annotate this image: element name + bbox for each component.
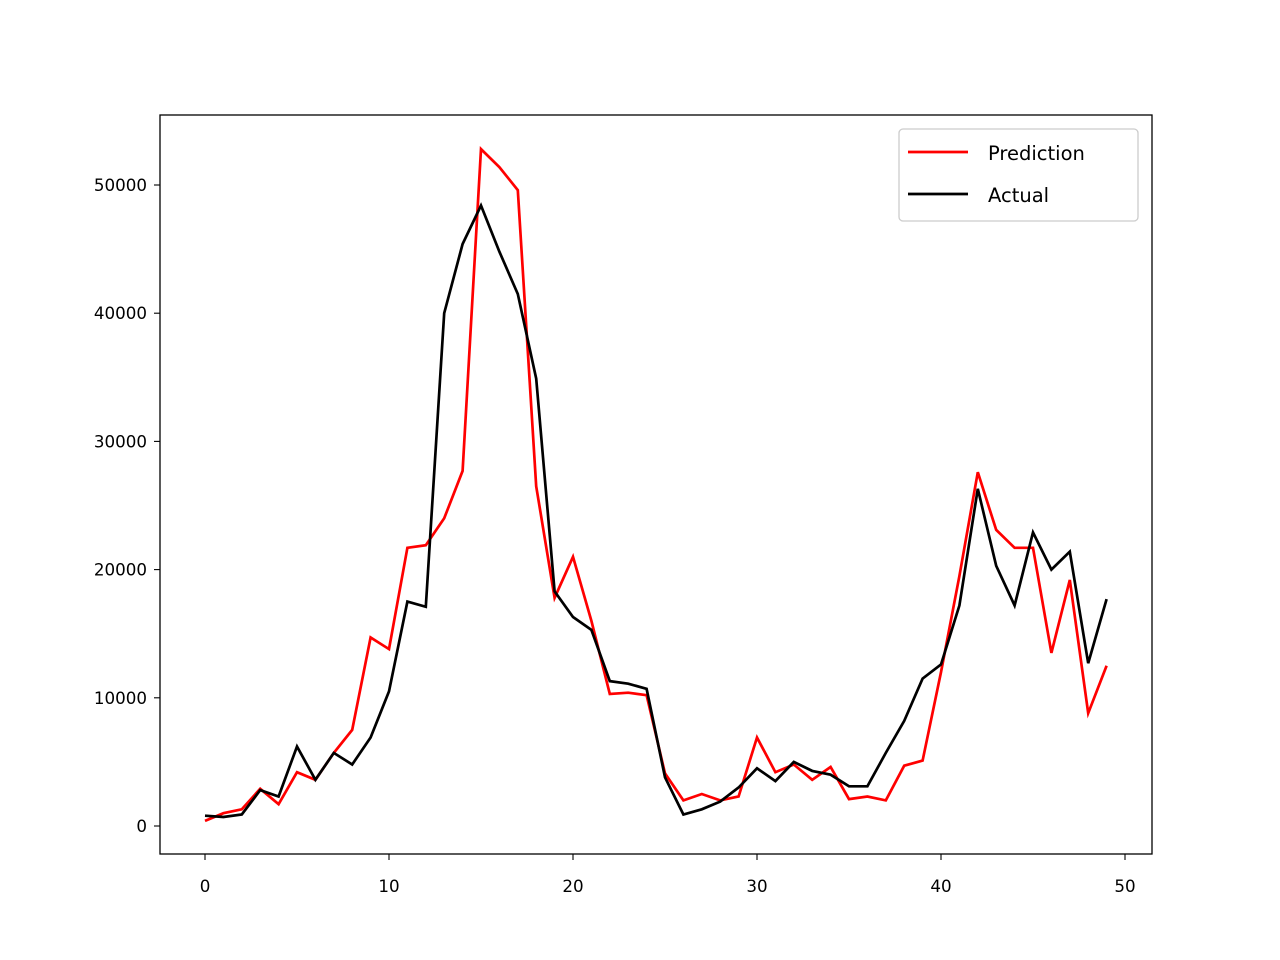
series-line-actual — [204, 202, 1108, 819]
x-tick-label: 30 — [746, 876, 767, 896]
y-tick-label: 30000 — [94, 431, 147, 451]
legend-label-actual: Actual — [988, 184, 1049, 207]
x-tick-label: 20 — [562, 876, 583, 896]
y-tick-label: 20000 — [94, 560, 147, 580]
y-tick-label: 10000 — [94, 688, 147, 708]
legend: Prediction Actual — [898, 128, 1139, 222]
y-axis: 0 10000 20000 30000 40000 50000 — [94, 175, 160, 836]
x-tick-label: 40 — [930, 876, 951, 896]
y-tick-label: 0 — [136, 816, 147, 836]
y-tick-label: 40000 — [94, 303, 147, 323]
y-tick-label: 50000 — [94, 175, 147, 195]
axes-frame — [159, 114, 1153, 855]
x-tick-label: 0 — [200, 876, 211, 896]
x-tick-label: 50 — [1114, 876, 1135, 896]
series-line-prediction — [204, 146, 1108, 823]
plot-lines — [204, 146, 1108, 823]
legend-label-prediction: Prediction — [988, 142, 1085, 165]
x-axis: 0 10 20 30 40 50 — [200, 854, 1136, 896]
x-tick-label: 10 — [378, 876, 399, 896]
